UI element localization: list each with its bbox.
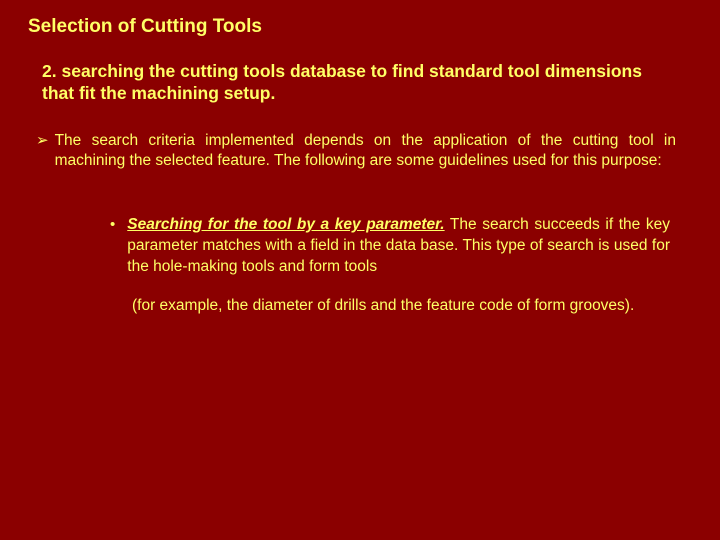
sub-bullet-text: Searching for the tool by a key paramete… (127, 214, 670, 277)
arrow-bullet-icon: ➢ (36, 131, 49, 151)
section-heading: 2. searching the cutting tools database … (42, 60, 678, 105)
section-heading-text: searching the cutting tools database to … (42, 61, 642, 103)
bullet-text: The search criteria implemented depends … (55, 131, 676, 172)
dot-bullet-icon: • (110, 214, 115, 235)
parenthetical-text: (for example, the diameter of drills and… (132, 295, 670, 316)
section-number: 2. (42, 60, 57, 82)
bullet-item: ➢ The search criteria implemented depend… (36, 131, 676, 172)
page-title: Selection of Cutting Tools (28, 16, 696, 38)
emphasized-phrase: Searching for the tool by a key paramete… (127, 216, 444, 233)
sub-bullet-item: • Searching for the tool by a key parame… (110, 214, 670, 277)
